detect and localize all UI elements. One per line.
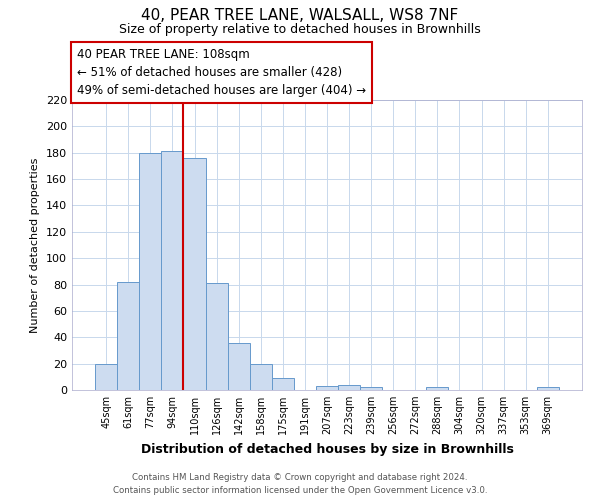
- Bar: [95, 364, 117, 390]
- Text: 40, PEAR TREE LANE, WALSALL, WS8 7NF: 40, PEAR TREE LANE, WALSALL, WS8 7NF: [142, 8, 458, 22]
- Bar: [338, 384, 360, 390]
- Bar: [427, 388, 448, 390]
- Bar: [227, 342, 250, 390]
- Bar: [184, 158, 206, 390]
- Bar: [161, 152, 184, 390]
- Y-axis label: Number of detached properties: Number of detached properties: [31, 158, 40, 332]
- Text: 40 PEAR TREE LANE: 108sqm
← 51% of detached houses are smaller (428)
49% of semi: 40 PEAR TREE LANE: 108sqm ← 51% of detac…: [77, 48, 366, 97]
- Bar: [360, 388, 382, 390]
- Text: Distribution of detached houses by size in Brownhills: Distribution of detached houses by size …: [140, 442, 514, 456]
- Bar: [272, 378, 294, 390]
- Bar: [139, 152, 161, 390]
- Text: Contains HM Land Registry data © Crown copyright and database right 2024.
Contai: Contains HM Land Registry data © Crown c…: [113, 474, 487, 495]
- Bar: [250, 364, 272, 390]
- Bar: [537, 388, 559, 390]
- Bar: [316, 386, 338, 390]
- Text: Size of property relative to detached houses in Brownhills: Size of property relative to detached ho…: [119, 22, 481, 36]
- Bar: [206, 283, 227, 390]
- Bar: [117, 282, 139, 390]
